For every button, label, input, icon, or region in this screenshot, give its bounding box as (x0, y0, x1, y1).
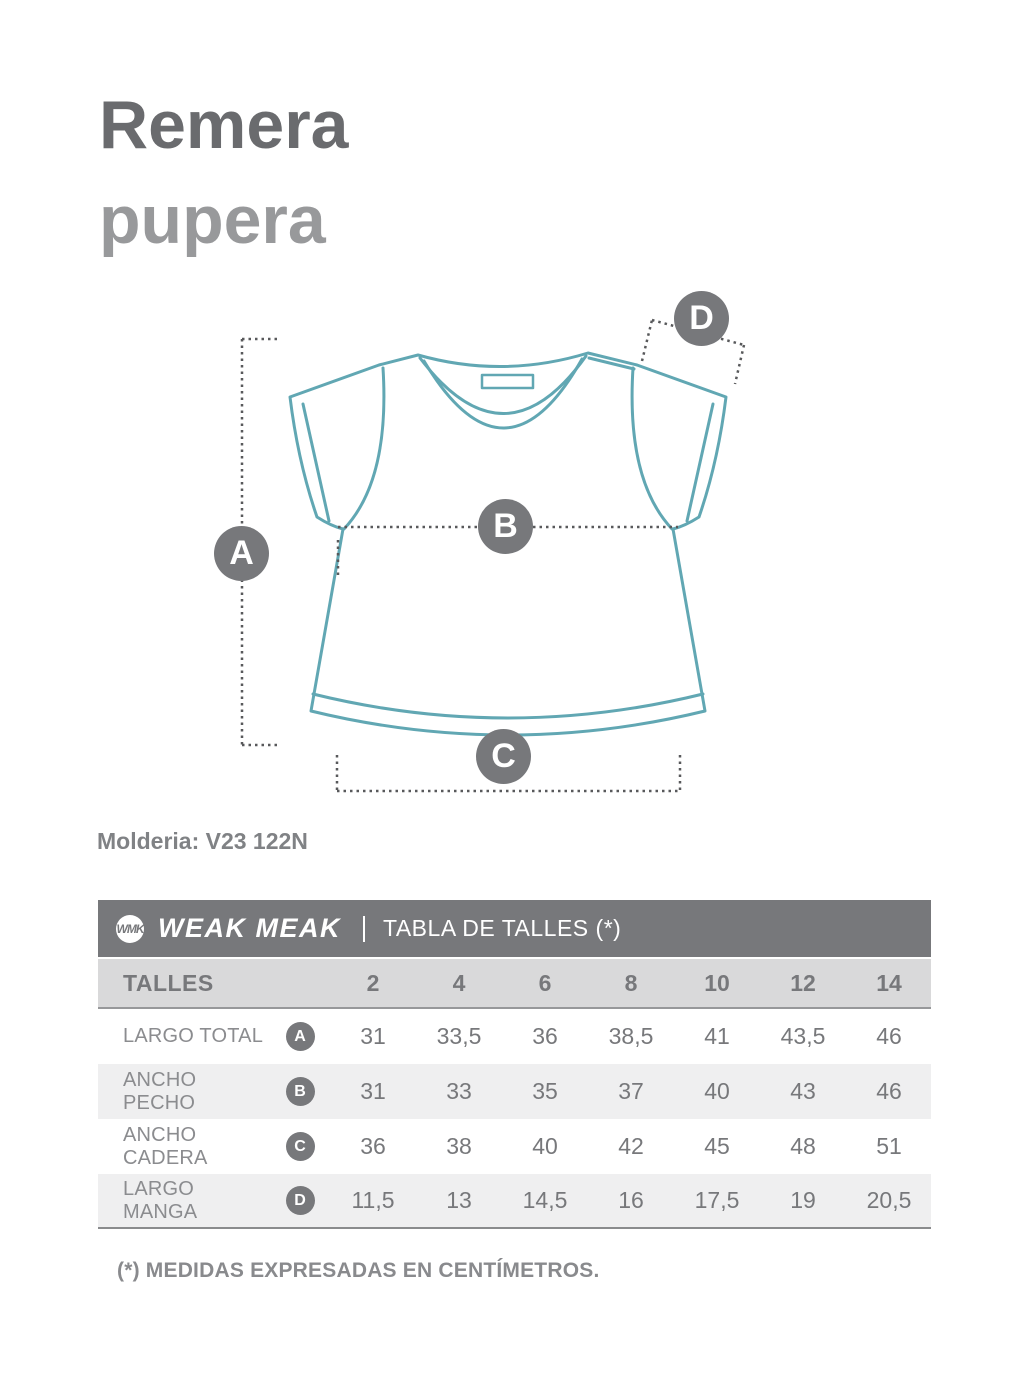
table-header-bar: WMK WEAK MEAK TABLA DE TALLES (*) (98, 900, 931, 957)
table-row-sizes: TALLES 2 4 6 8 10 12 14 (98, 959, 931, 1009)
measure-value: 40 (532, 1133, 558, 1159)
measure-value: 38,5 (608, 1023, 654, 1049)
brand-name: WEAK MEAK (158, 913, 341, 943)
measure-value: 38 (446, 1133, 472, 1159)
header-divider (363, 915, 365, 942)
measure-value: 14,5 (522, 1187, 568, 1213)
marker-badge-b: B (478, 499, 533, 554)
size-column-header: 10 (704, 969, 730, 996)
marker-letter-b: B (493, 507, 518, 545)
size-column-header: 12 (790, 969, 816, 996)
row-marker-letter: D (294, 1191, 306, 1209)
measure-value: 41 (704, 1023, 730, 1049)
marker-badge-d: D (674, 291, 729, 346)
measure-value: 17,5 (694, 1187, 740, 1213)
neck-label (480, 373, 535, 390)
brand-monogram: WMK (116, 921, 145, 936)
measure-value: 31 (360, 1023, 386, 1049)
measure-value: 19 (790, 1187, 816, 1213)
row-marker-badge-b: B (285, 1077, 315, 1106)
measure-value: 45 (704, 1133, 730, 1159)
measure-value: 13 (446, 1187, 472, 1213)
measure-value: 40 (704, 1078, 730, 1104)
row-marker-badge-d: D (285, 1186, 315, 1215)
measurement-lines (240, 318, 746, 793)
sizes-row-label: TALLES (123, 969, 214, 996)
measure-value: 43 (790, 1078, 816, 1104)
row-label: ANCHO CADERA (123, 1123, 208, 1169)
row-marker-letter: C (294, 1137, 306, 1155)
measure-value: 36 (532, 1023, 558, 1049)
measure-value: 31 (360, 1078, 386, 1104)
measure-value: 11,5 (351, 1187, 395, 1213)
size-table: WMK WEAK MEAK TABLA DE TALLES (*) TALLES… (98, 900, 931, 1229)
measure-value: 43,5 (780, 1023, 826, 1049)
marker-badge-c: C (476, 729, 531, 784)
row-label: ANCHO PECHO (123, 1068, 197, 1114)
measure-value: 51 (876, 1133, 902, 1159)
marker-letter-c: C (491, 737, 516, 775)
measure-value: 48 (790, 1133, 816, 1159)
row-marker-badge-c: C (285, 1132, 315, 1161)
measure-value: 46 (876, 1023, 902, 1049)
table-row-largo-total: LARGO TOTAL A 31 33,5 36 38,5 41 43,5 46 (98, 1009, 931, 1064)
measure-value: 20,5 (866, 1187, 912, 1213)
marker-letter-a: A (229, 534, 254, 572)
page-title-line1: Remera (99, 87, 349, 163)
units-footnote: (*) MEDIDAS EXPRESADAS EN CENTÍMETROS. (117, 1259, 600, 1282)
size-column-header: 14 (876, 969, 902, 996)
table-row-largo-manga: LARGO MANGA D 11,5 13 14,5 16 17,5 19 20… (98, 1174, 931, 1229)
measure-value: 33,5 (436, 1023, 482, 1049)
molderia-code: Molderia: V23 122N (97, 828, 308, 854)
marker-badge-a: A (214, 526, 269, 581)
brand-logo-icon: WMK (116, 914, 145, 943)
size-column-header: 2 (366, 969, 380, 996)
page-title-line2: pupera (99, 182, 326, 258)
table-row-ancho-pecho: ANCHO PECHO B 31 33 35 37 40 43 46 (98, 1064, 931, 1119)
measure-value: 37 (618, 1078, 644, 1104)
table-title: TABLA DE TALLES (*) (383, 915, 622, 941)
row-marker-letter: A (294, 1027, 306, 1045)
measure-value: 36 (360, 1133, 386, 1159)
row-label: LARGO TOTAL (123, 1025, 264, 1047)
row-marker-badge-a: A (285, 1022, 315, 1051)
table-row-ancho-cadera: ANCHO CADERA C 36 38 40 42 45 48 51 (98, 1119, 931, 1174)
size-column-header: 6 (538, 969, 552, 996)
measure-value: 42 (618, 1133, 644, 1159)
page-title: Remera pupera (99, 78, 349, 268)
size-column-header: 8 (624, 969, 638, 996)
measure-value: 16 (618, 1187, 644, 1213)
size-column-header: 4 (452, 969, 466, 996)
marker-letter-d: D (689, 299, 714, 337)
row-label: LARGO MANGA (123, 1177, 198, 1223)
measure-value: 35 (532, 1078, 558, 1104)
row-marker-letter: B (294, 1082, 306, 1100)
measure-value: 33 (446, 1078, 472, 1104)
measure-value: 46 (876, 1078, 902, 1104)
